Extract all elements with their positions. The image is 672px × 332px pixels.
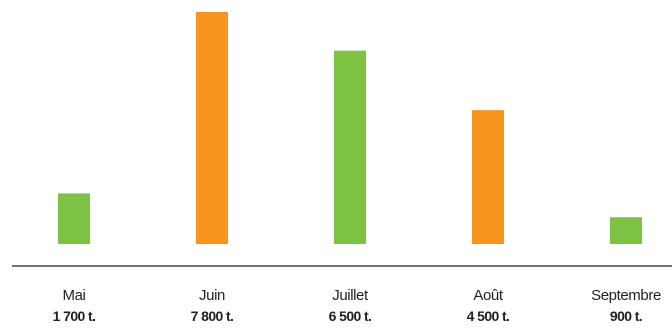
bar-juillet	[334, 50, 366, 244]
bars-layer	[58, 12, 642, 245]
bar-ao-t	[472, 110, 504, 245]
category-label: Juillet	[332, 287, 369, 304]
value-label: 900 t.	[610, 308, 642, 324]
category-label: Mai	[63, 287, 86, 304]
bar-septembre	[610, 217, 642, 244]
bar-mai	[58, 193, 90, 244]
labels-layer: Mai 1 700 t. Juin 7 800 t. Juillet 6 500 t. Ao…	[53, 287, 662, 324]
value-label: 1 700 t.	[53, 308, 96, 324]
value-label: 4 500 t.	[467, 308, 510, 324]
category-label: Août	[473, 287, 503, 304]
value-label: 6 500 t.	[329, 308, 372, 324]
bar-juin	[196, 12, 228, 244]
category-label: Septembre	[591, 287, 661, 304]
value-label: 7 800 t.	[191, 308, 234, 324]
category-label: Juin	[199, 287, 225, 304]
